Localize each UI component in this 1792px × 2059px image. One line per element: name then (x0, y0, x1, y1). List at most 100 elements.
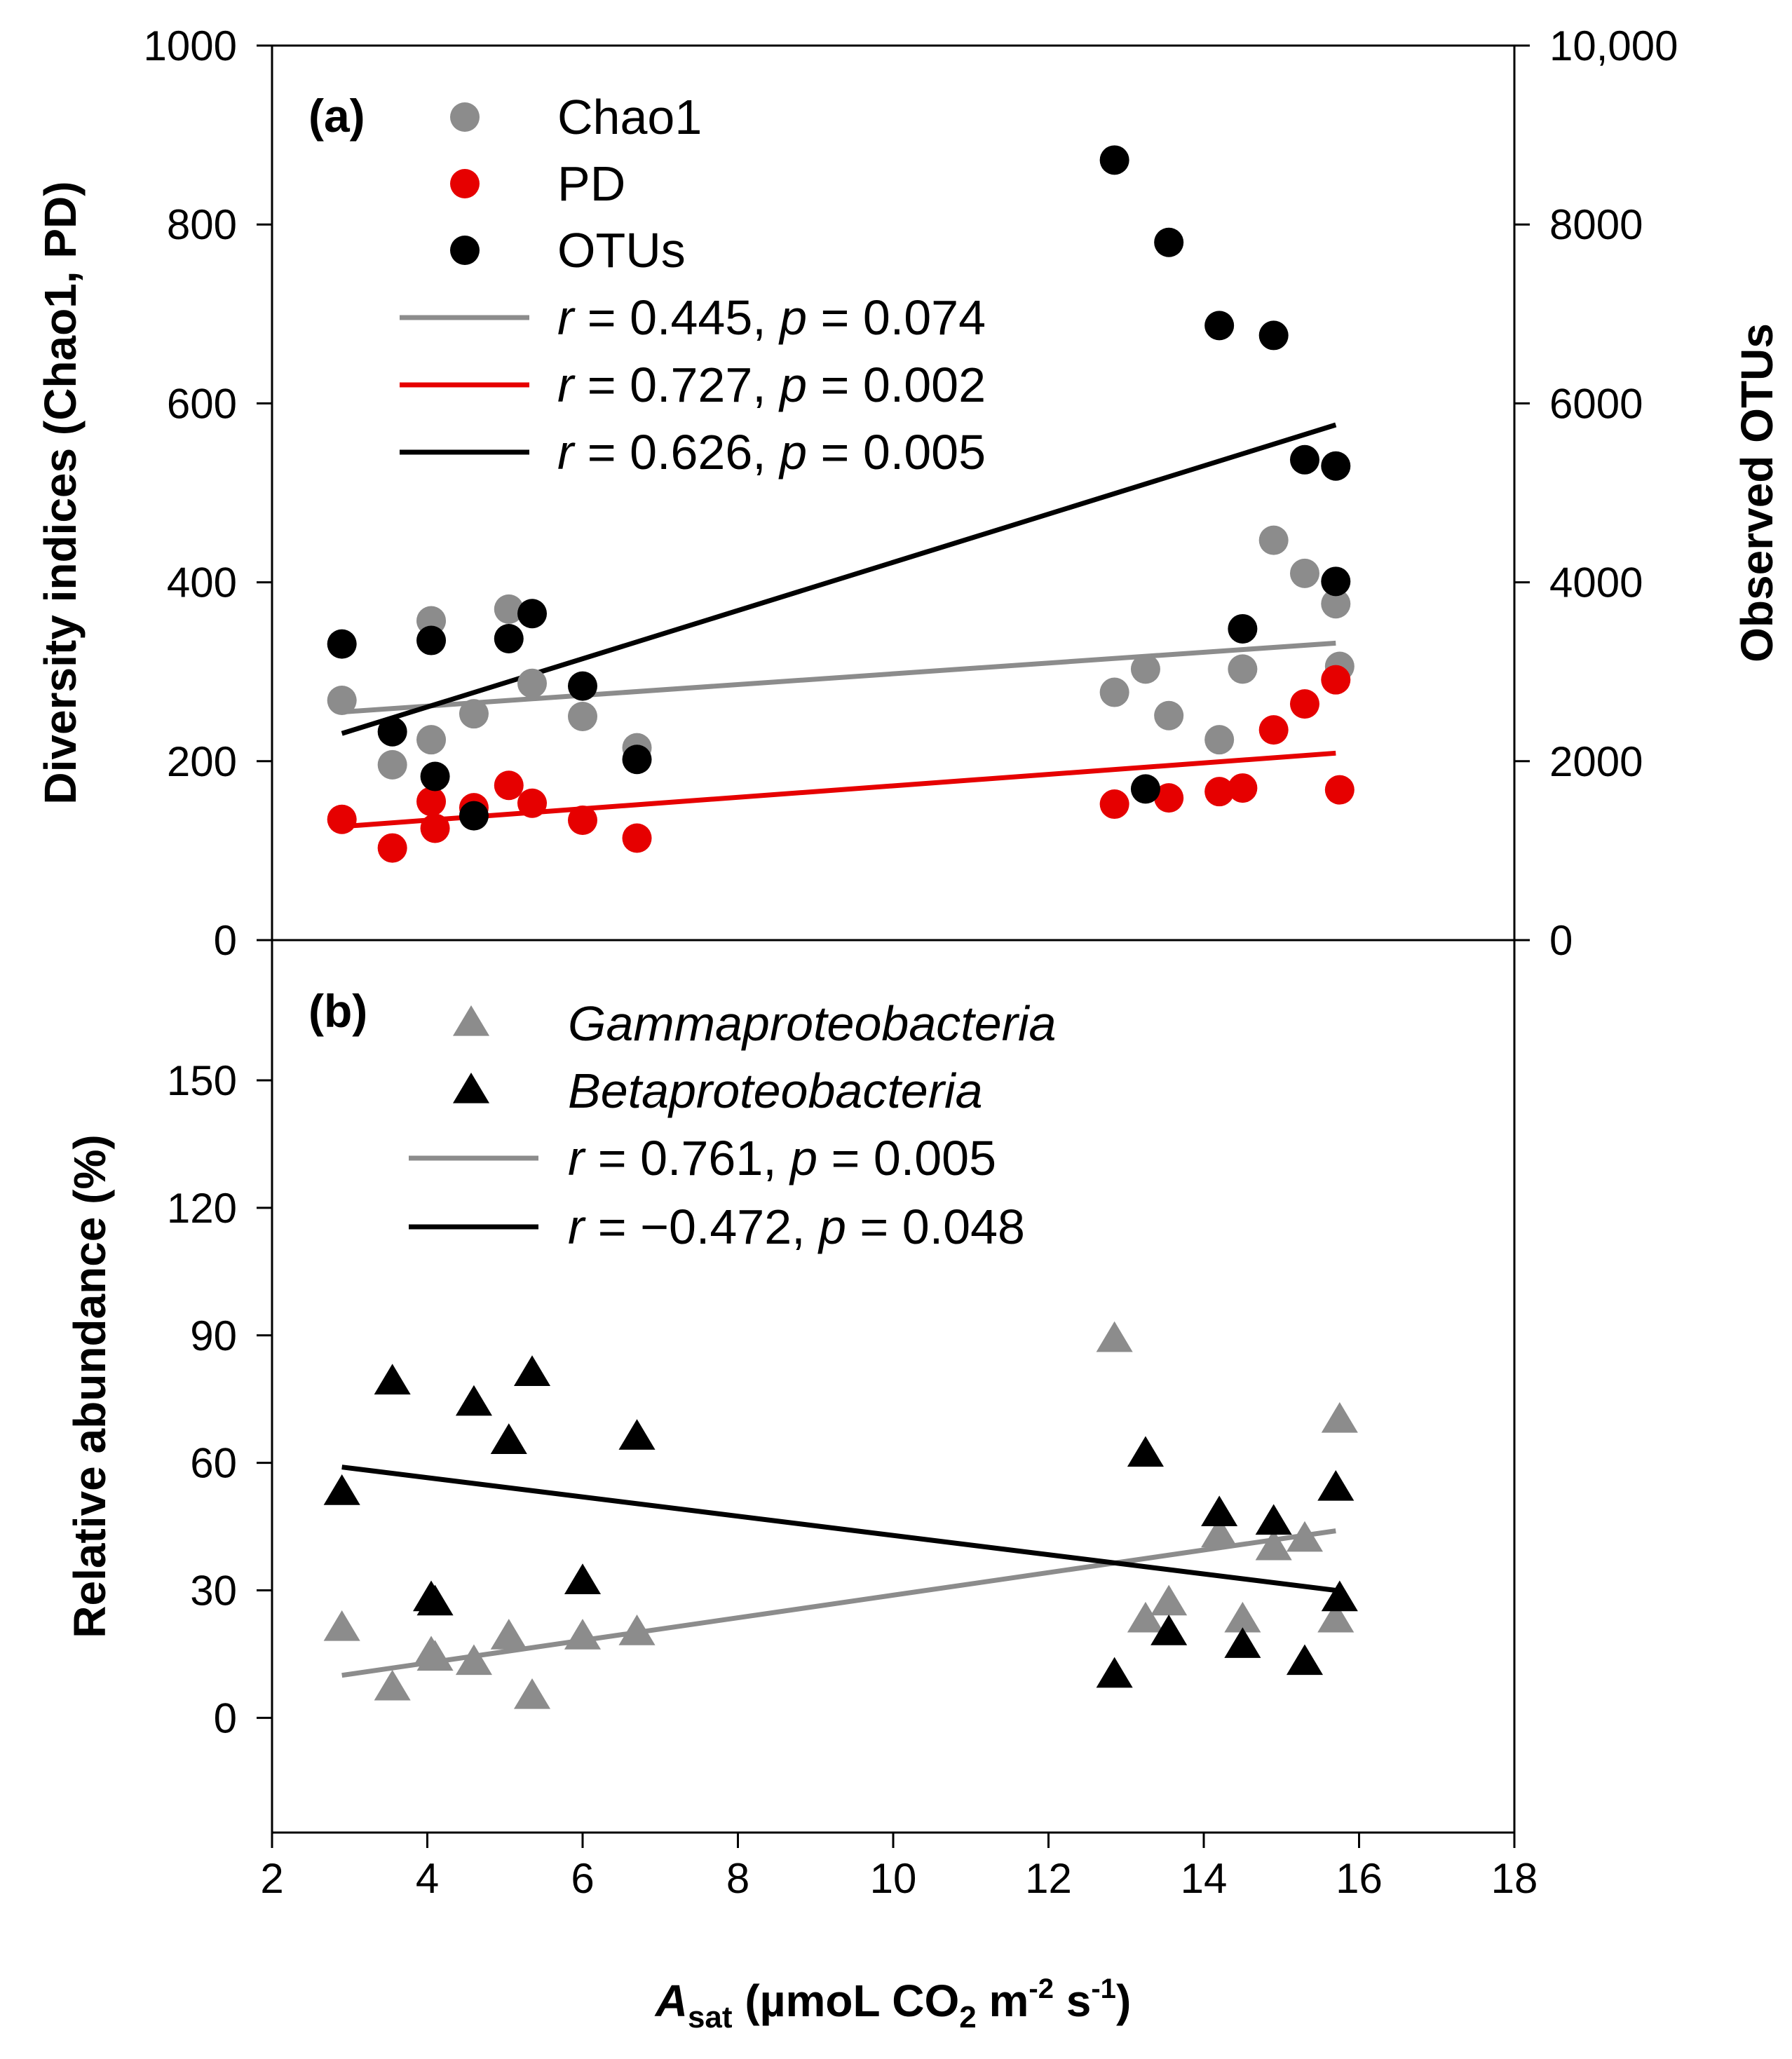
fit-line-chao1 (341, 640, 1336, 715)
panel-label-b: (b) (308, 985, 367, 1037)
point-chao1 (459, 699, 489, 729)
point-chao1 (494, 594, 524, 624)
legend-r-value: = 0.761, (584, 1131, 790, 1185)
point-betaproteobacteria (564, 1563, 602, 1594)
point-betaproteobacteria (513, 1355, 551, 1386)
y-tick-label-left: 1000 (144, 22, 237, 69)
legend-marker-chao1 (450, 102, 480, 132)
point-betaproteobacteria (416, 1584, 454, 1616)
point-otus (416, 625, 447, 655)
point-gammaproteobacteria (1317, 1601, 1355, 1633)
x-axis-title: Asat (µmoL CO2 m-2 s-1) (654, 1973, 1132, 2034)
point-otus (517, 599, 548, 629)
point-otus (1154, 227, 1184, 257)
point-chao1 (1258, 525, 1289, 555)
x-title-mid: (µmoL CO (733, 1976, 960, 2026)
x-tick-label: 10 (870, 1855, 917, 1902)
y-tick-label-right: 6000 (1549, 380, 1643, 427)
point-gammaproteobacteria (1321, 1401, 1358, 1433)
point-chao1 (1204, 725, 1235, 755)
legend-label-otus: OTUs (557, 223, 686, 278)
point-gammaproteobacteria (323, 1610, 360, 1641)
point-gammaproteobacteria (1127, 1601, 1164, 1633)
y-tick-label-left: 200 (167, 738, 237, 785)
x-title-m: m (977, 1976, 1029, 2026)
y-tick-label-bottom: 150 (167, 1057, 237, 1104)
point-chao1 (416, 725, 447, 755)
point-gammaproteobacteria (1286, 1521, 1324, 1552)
point-betaproteobacteria (455, 1385, 492, 1416)
point-betaproteobacteria (1096, 1657, 1133, 1688)
y-tick-label-bottom: 90 (190, 1312, 237, 1359)
point-gammaproteobacteria (416, 1640, 454, 1671)
point-betaproteobacteria (1286, 1644, 1324, 1676)
y-tick-label-bottom: 30 (190, 1567, 237, 1614)
point-betaproteobacteria (323, 1474, 360, 1505)
legend-stat-gammaproteobacteria: r = 0.761, p = 0.005 (568, 1131, 996, 1185)
legend-r-value: = 0.445, (573, 290, 780, 345)
point-pd (1154, 783, 1184, 813)
x-title-co2-sub: 2 (959, 2000, 976, 2034)
point-chao1 (1228, 654, 1258, 684)
point-gammaproteobacteria (1096, 1321, 1133, 1352)
point-otus (377, 716, 407, 747)
point-pd (1099, 789, 1129, 820)
point-betaproteobacteria (1150, 1615, 1188, 1645)
point-chao1 (1099, 677, 1129, 707)
point-pd (327, 804, 357, 834)
y-tick-label-right: 8000 (1549, 201, 1643, 248)
point-pd (1324, 775, 1355, 805)
point-pd (1258, 715, 1289, 745)
point-otus (1099, 145, 1129, 175)
point-pd (1228, 773, 1258, 803)
legend-stat-betaproteobacteria: r = −0.472, p = 0.048 (568, 1200, 1025, 1254)
point-otus (459, 801, 489, 831)
y-axis-title-right: Observed OTUs (1732, 323, 1782, 662)
legend-r-value: = −0.472, (584, 1200, 819, 1254)
panel-label-a: (a) (308, 90, 365, 142)
legend-label-betaproteobacteria: Betaproteobacteria (568, 1064, 983, 1118)
y-tick-label-bottom: 120 (167, 1185, 237, 1232)
point-gammaproteobacteria (374, 1669, 411, 1701)
point-otus (420, 761, 450, 791)
point-gammaproteobacteria (1255, 1529, 1292, 1561)
legend-r-symbol: r (557, 358, 576, 412)
point-pd (377, 833, 407, 863)
point-otus (1228, 613, 1258, 644)
point-otus (494, 623, 524, 653)
point-chao1 (1154, 700, 1184, 730)
point-otus (568, 671, 597, 701)
legend-p-symbol: p (778, 425, 807, 480)
legend-marker-otus (450, 236, 480, 265)
x-tick-label: 2 (260, 1855, 283, 1902)
legend-p-value: = 0.074 (807, 290, 986, 345)
point-otus (1289, 444, 1319, 475)
point-gammaproteobacteria (1224, 1601, 1261, 1633)
x-title-a: A (654, 1976, 688, 2026)
legend-stat-otus: r = 0.626, p = 0.005 (557, 425, 986, 480)
x-tick-label: 4 (416, 1855, 439, 1902)
y-tick-label-left: 0 (214, 917, 237, 964)
y-tick-label-left: 600 (167, 380, 237, 427)
y-tick-label-right: 0 (1549, 917, 1573, 964)
point-otus (327, 629, 357, 659)
point-betaproteobacteria (1127, 1436, 1164, 1467)
point-betaproteobacteria (1255, 1504, 1292, 1535)
legend-p-symbol: p (778, 358, 807, 412)
point-pd (1289, 689, 1319, 719)
legend-marker-betaproteobacteria (452, 1072, 490, 1103)
legend-stat-pd: r = 0.727, p = 0.002 (557, 358, 986, 412)
point-pd (416, 787, 447, 817)
legend-label-gammaproteobacteria: Gammaproteobacteria (568, 996, 1056, 1051)
point-chao1 (517, 668, 548, 698)
fit-line-gammaproteobacteria (341, 1528, 1336, 1678)
x-title-m-exp: -2 (1029, 1973, 1054, 2004)
legend-marker-gammaproteobacteria (452, 1005, 490, 1036)
legend-r-value: = 0.626, (573, 425, 780, 480)
point-chao1 (1289, 558, 1319, 588)
point-otus (1130, 774, 1160, 804)
legend-label-pd: PD (557, 156, 625, 211)
legend-stat-chao1: r = 0.445, p = 0.074 (557, 290, 986, 345)
point-gammaproteobacteria (1150, 1584, 1188, 1616)
